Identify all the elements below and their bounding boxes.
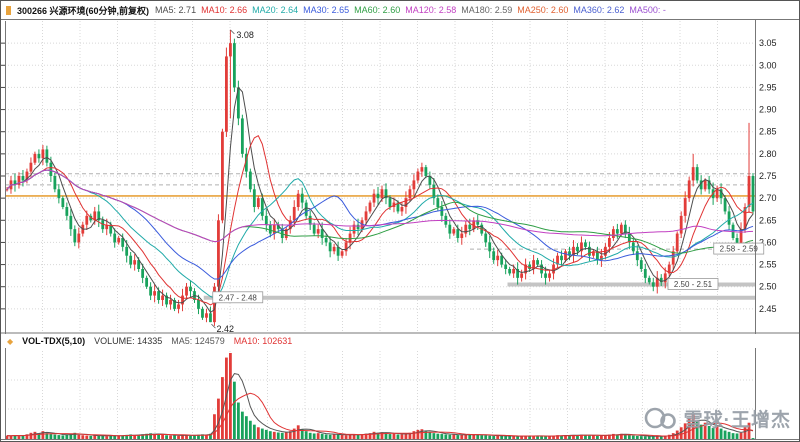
header-ma-label: MA360: 2.62 [573,5,625,15]
svg-text:2.45: 2.45 [759,304,777,314]
header-ma-label: MA60: 2.60 [354,5,401,15]
svg-text:2.47 - 2.48: 2.47 - 2.48 [219,293,258,302]
grid-lines [5,21,755,439]
header-ma-label: MA500: - [629,5,666,15]
volume-ma-lines [6,373,754,437]
watermark-text: 雪球·王增杰 [683,409,791,431]
chart-header: 300266 兴源环境(60分钟,前复权) MA5: 2.71 MA10: 2.6… [1,1,799,19]
svg-text:2.50: 2.50 [759,282,777,292]
price-label-boxes: 2.47 - 2.48 2.50 - 2.51 2.58 - 2.59 [212,242,765,304]
svg-text:2.50 - 2.51: 2.50 - 2.51 [674,280,713,289]
xueqiu-watermark: 雪球·王增杰 [643,403,791,433]
volume-indicator-label: VOL-TDX(5,10) [22,336,86,346]
symbol-marker-icon [6,5,11,15]
svg-text:2.55: 2.55 [759,260,777,270]
header-ma-label: MA250: 2.60 [517,5,569,15]
svg-text:2.70: 2.70 [759,193,777,203]
svg-text:2.95: 2.95 [759,82,777,92]
header-ma-label: MA5: 2.71 [155,5,197,15]
chart-borders [1,19,799,440]
svg-text:2.80: 2.80 [759,149,777,159]
xueqiu-logo-icon [644,407,676,429]
header-ma-label: MA30: 2.65 [303,5,350,15]
header-ma-label: MA120: 2.58 [405,5,457,15]
indicator-diamond-icon: ◆ [7,336,14,346]
ma-labels-group: MA5: 2.71 MA10: 2.66 MA20: 2.64 MA30: 2.65 M… [155,5,666,15]
reference-lines [5,173,755,250]
svg-text:2.85: 2.85 [759,127,777,137]
svg-text:2.60: 2.60 [759,237,777,247]
symbol-title: 300266 兴源环境(60分钟,前复权) [17,5,150,16]
svg-text:3.00: 3.00 [759,60,777,70]
price-axis: 2.45 2.50 2.55 2.60 2.65 2.70 2.75 2.80 2.85 2.90… [1,38,777,314]
svg-text:2.90: 2.90 [759,105,777,115]
svg-text:2.42: 2.42 [216,324,234,334]
svg-text:2.65: 2.65 [759,215,777,225]
volume-ma5-label: MA5: 124579 [171,336,225,346]
svg-text:3.05: 3.05 [759,38,777,48]
volume-ma10-label: MA10: 102631 [233,336,293,346]
volume-bars [5,353,755,440]
volume-value-label: VOLUME: 14335 [94,336,163,346]
ma-lines [6,86,754,314]
header-ma-label: MA180: 2.59 [461,5,513,15]
svg-text:2.58 - 2.59: 2.58 - 2.59 [720,245,759,254]
header-ma-label: MA20: 2.64 [252,5,299,15]
svg-text:2.75: 2.75 [759,171,777,181]
header-ma-label: MA10: 2.66 [201,5,248,15]
annotations: 3.08 2.42 [211,29,254,334]
svg-text:3.08: 3.08 [236,30,254,40]
volume-header: ◆ VOL-TDX(5,10) VOLUME: 14335 MA5: 12457… [2,334,757,348]
candlestick-volume-chart[interactable]: 2.45 2.50 2.55 2.60 2.65 2.70 2.75 2.80 2.85 2.90… [1,19,800,442]
